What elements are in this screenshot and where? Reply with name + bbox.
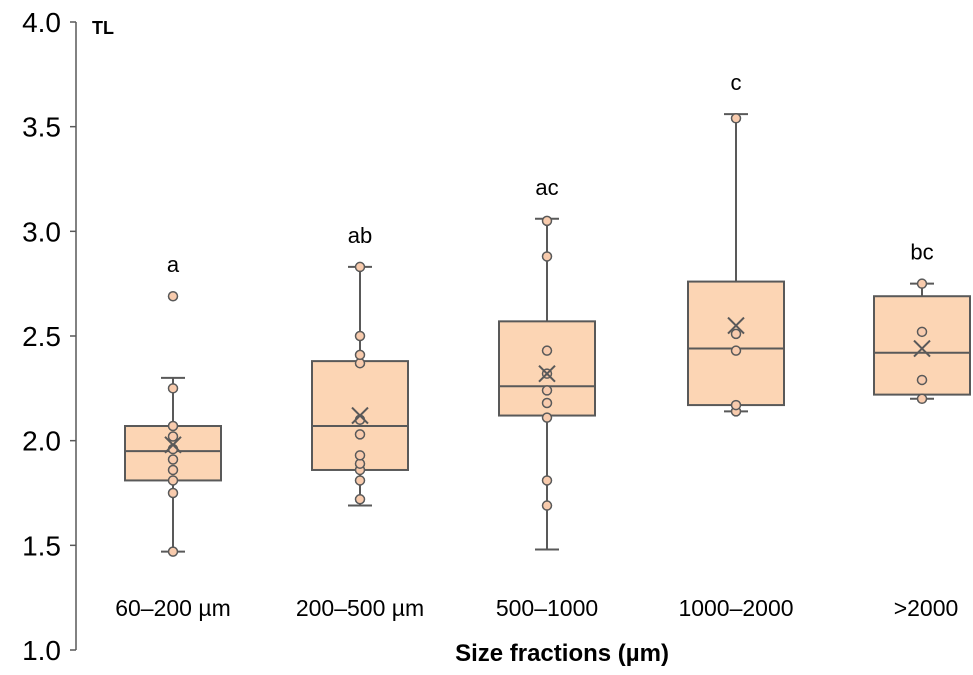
data-point bbox=[167, 420, 179, 432]
significance-label: a bbox=[167, 252, 180, 277]
y-tick-label: 3.5 bbox=[22, 112, 61, 143]
box-group: a bbox=[124, 252, 222, 557]
category-label: 200–500 µm bbox=[296, 595, 424, 621]
box-group: c bbox=[687, 70, 785, 417]
data-point bbox=[730, 399, 742, 411]
data-point bbox=[354, 475, 366, 486]
category-label: 500–1000 bbox=[496, 595, 598, 621]
data-point bbox=[730, 345, 742, 356]
significance-label: ab bbox=[348, 223, 372, 248]
y-tick-label: 2.5 bbox=[22, 321, 61, 352]
y-tick-label: 2.0 bbox=[22, 426, 61, 457]
mean-marker bbox=[164, 436, 182, 454]
mean-marker bbox=[351, 406, 369, 425]
data-point bbox=[916, 374, 928, 386]
data-point bbox=[541, 385, 553, 396]
data-point bbox=[916, 278, 928, 289]
significance-label: c bbox=[731, 70, 742, 95]
data-point bbox=[730, 328, 742, 340]
data-point bbox=[541, 500, 553, 511]
y-tick-label: 3.0 bbox=[22, 216, 61, 247]
y-tick-label: 1.5 bbox=[22, 530, 61, 561]
mean-marker bbox=[913, 339, 931, 358]
significance-label: ac bbox=[535, 175, 558, 200]
data-point bbox=[167, 487, 179, 499]
data-point bbox=[541, 412, 553, 423]
data-point bbox=[916, 326, 928, 338]
data-point bbox=[730, 113, 742, 124]
x-axis-label: Size fractions (µm) bbox=[455, 640, 669, 667]
significance-label: bc bbox=[910, 240, 933, 265]
data-point bbox=[354, 261, 366, 273]
category-label: 1000–2000 bbox=[678, 595, 793, 621]
y-tick-label: 1.0 bbox=[22, 635, 61, 666]
data-point bbox=[167, 431, 179, 442]
category-label: >2000 bbox=[894, 595, 959, 621]
data-point bbox=[916, 393, 928, 405]
iqr-box bbox=[687, 280, 785, 407]
data-point bbox=[354, 494, 366, 505]
data-point bbox=[354, 450, 366, 461]
mean-marker bbox=[538, 364, 556, 383]
box-group: ac bbox=[498, 175, 596, 551]
y-axis-label: TL bbox=[92, 18, 114, 38]
data-point bbox=[541, 475, 553, 486]
data-point bbox=[167, 475, 179, 486]
data-point bbox=[541, 397, 553, 409]
y-axis-ticks: 1.0 1.5 2.0 2.5 3.0 3.5 4.0 bbox=[22, 7, 76, 666]
box-series: a ab ac c bc bbox=[124, 70, 971, 557]
y-tick-label: 4.0 bbox=[22, 7, 61, 38]
box-group: ab bbox=[311, 223, 409, 507]
data-point bbox=[354, 349, 366, 361]
data-point bbox=[167, 290, 179, 302]
box-group: bc bbox=[873, 240, 971, 405]
data-point bbox=[167, 454, 179, 465]
mean-marker bbox=[727, 316, 745, 335]
data-point bbox=[354, 330, 366, 342]
category-label: 60–200 µm bbox=[115, 595, 231, 621]
data-point bbox=[541, 215, 553, 227]
data-point bbox=[541, 251, 553, 262]
data-point bbox=[167, 546, 179, 557]
x-axis-category-labels: 60–200 µm 200–500 µm 500–1000 1000–2000 >200… bbox=[115, 595, 958, 621]
data-point bbox=[167, 383, 179, 394]
data-point bbox=[354, 429, 366, 440]
data-point bbox=[541, 345, 553, 356]
data-point bbox=[167, 464, 179, 476]
